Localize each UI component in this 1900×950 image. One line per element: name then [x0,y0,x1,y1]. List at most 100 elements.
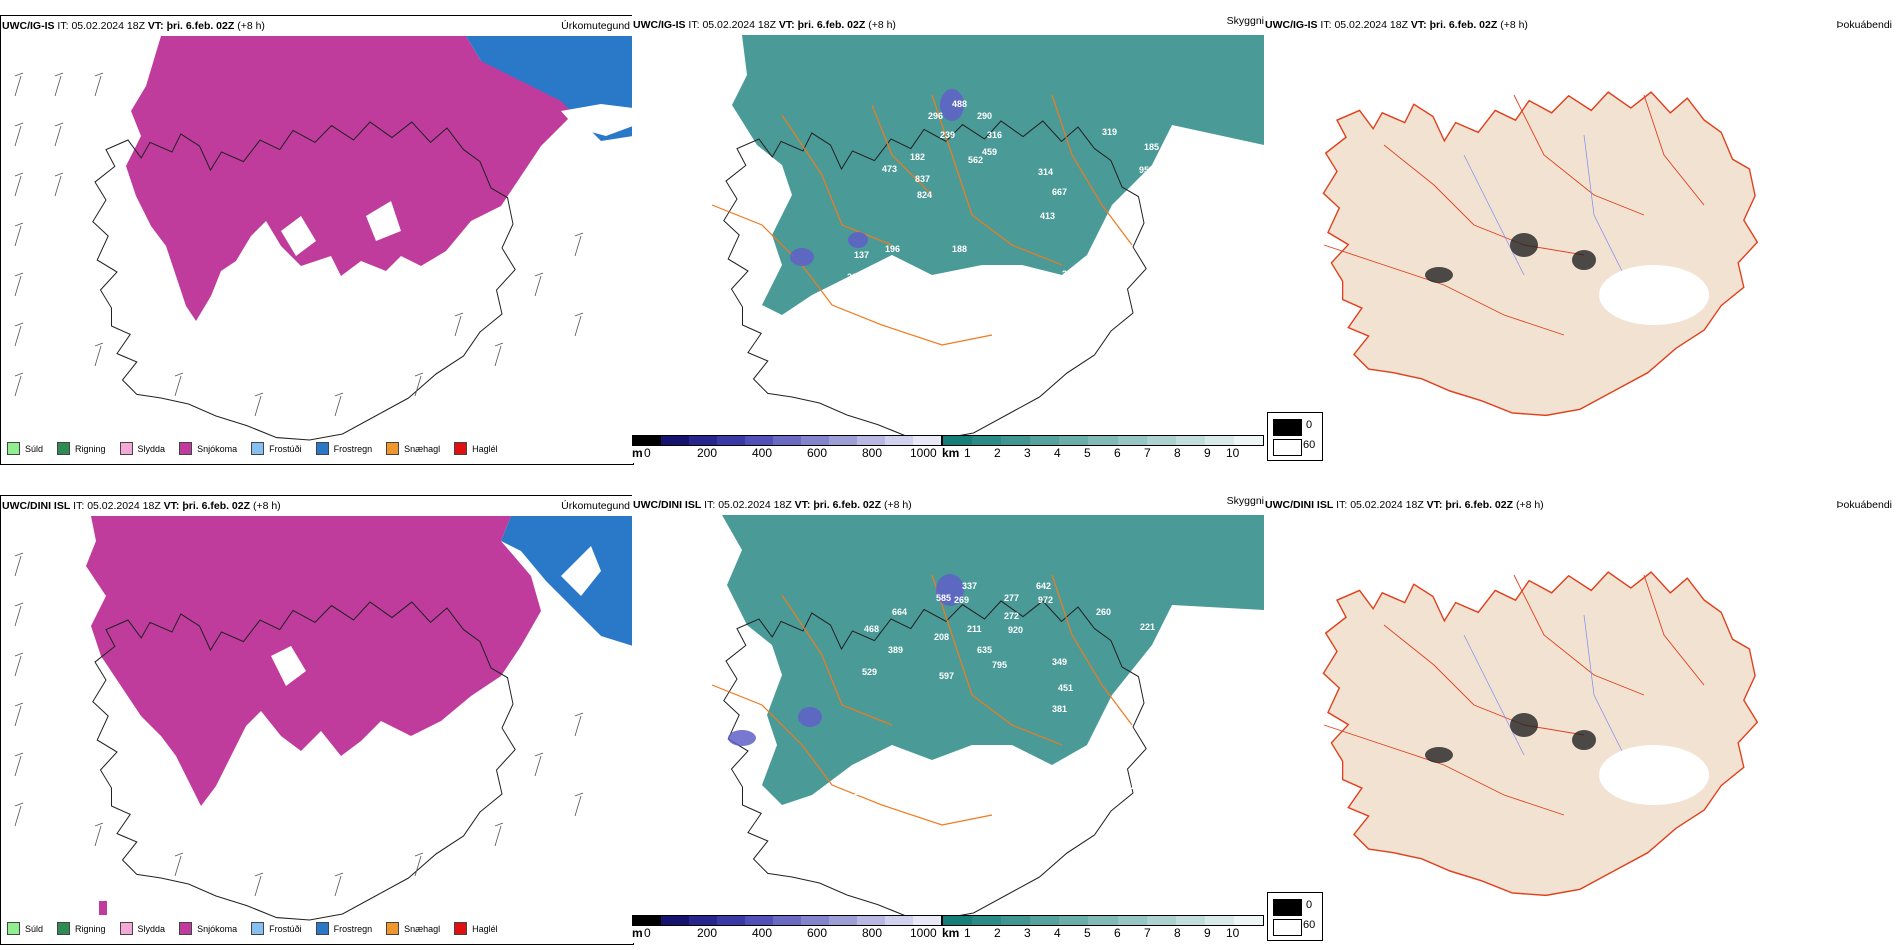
legend-item-slydda: Slydda [119,922,165,935]
cloud-base-label: 972 [1038,595,1053,605]
cloud-base-label: 196 [885,244,900,254]
legend-item-frostudi: Frostúði [251,922,302,935]
cloud-base-label: 260 [1096,607,1111,617]
legend-item-snaehagl: Snæhagl [386,922,440,935]
legend-item-snjokoma: Snjókoma [179,442,237,455]
cloud-base-label: 667 [1052,187,1067,197]
cloud-base-label: 562 [968,155,983,165]
precip-panel-row1: UWC/IG-IS IT: 05.02.2024 18Z VT: þri. 6.… [0,15,634,465]
cloud-base-label: 208 [934,632,949,642]
cloud-base-label: 316 [987,130,1002,140]
cloud-base-label: 824 [917,190,932,200]
cloud-base-label: 208 [847,272,862,282]
cloud-base-label: 920 [1008,625,1023,635]
cloud-base-label: 261 [1022,269,1037,279]
fog-legend-row2: 0 60 [1267,892,1323,941]
cloud-base-label: 141 [894,754,909,764]
cloud-base-label: 221 [1140,622,1155,632]
precip-legend-row2: Súld Rigning Slydda Snjókoma Frostúði Fr… [7,922,512,935]
cloud-base-label: 529 [862,667,877,677]
legend-item-sudd: Súld [7,922,43,935]
cloud-base-label: 137 [854,250,869,260]
cloud-base-label: 185 [1144,142,1159,152]
cloud-base-label: 642 [1036,581,1051,591]
cloud-base-label: 207 [940,758,955,768]
fog-title-row2: Þokuábendi [1836,499,1892,511]
cloud-base-label: 795 [992,660,1007,670]
fog-header-row2: UWC/DINI ISL IT: 05.02.2024 18Z VT: þri.… [1265,499,1544,511]
precip-header-row1: UWC/IG-IS IT: 05.02.2024 18Z VT: þri. 6.… [2,20,265,32]
cloud-base-label: 489 [828,842,843,852]
legend-item-haglel: Haglél [454,442,498,455]
cloud-base-label: 925 [1126,781,1141,791]
cloud-base-label: 277 [1004,593,1019,603]
cloud-base-label: 381 [1052,704,1067,714]
cloud-base-label: 182 [910,152,925,162]
cloud-base-label: 635 [977,645,992,655]
cloud-base-label: 320 [817,309,832,319]
cloud-base-label: 97 [1112,269,1122,279]
cloud-base-label: 296 [928,111,943,121]
legend-item-slydda: Slydda [119,442,165,455]
fog-map-row2 [1322,571,1759,897]
cloud-title-row1: Skyggni [1226,15,1264,27]
cloud-base-label: 468 [864,624,879,634]
cloud-panel-row1: 488 296 290 239 316 182 562 459 319 185 473 837 314 9… [632,15,1264,463]
cloud-base-label: 211 [967,624,982,634]
cloud-base-label: 302 [1062,269,1077,279]
precip-header-row2: UWC/DINI ISL IT: 05.02.2024 18Z VT: þri.… [2,500,281,512]
fog-title-row1: Þokuábendi [1836,19,1892,31]
cloud-base-label: 319 [1102,127,1117,137]
cloud-base-label: 413 [1040,211,1055,221]
precip-legend-row1: Súld Rigning Slydda Snjókoma Frostúði Fr… [7,442,512,455]
cloud-base-label: 228 [1064,781,1079,791]
visibility-colorbar-row1: km 1 2 3 4 5 6 7 8 9 10 [942,435,1264,463]
cloud-base-label: 112 [872,758,887,768]
cloud-base-label: 290 [977,111,992,121]
legend-item-haglel: Haglél [454,922,498,935]
cloud-base-label: 585 [936,593,951,603]
legend-item-rigning: Rigning [57,922,106,935]
cloud-base-label: 473 [882,164,897,174]
legend-item-snaehagl: Snæhagl [386,442,440,455]
cloud-title-row2: Skyggni [1226,495,1264,507]
legend-item-frostregn: Frostregn [315,442,372,455]
cloud-panel-row2: 337 642 585 277 269 972 664 272 260 468 211 920 221 2… [632,495,1264,943]
cloud-base-label: 488 [952,99,967,109]
cloud-header-row1: UWC/IG-IS IT: 05.02.2024 18Z VT: þri. 6.… [633,19,896,31]
cloud-base-label: 480 [874,304,889,314]
cloud-base-label: 349 [1052,657,1067,667]
cloud-map-row2: 337 642 585 277 269 972 664 272 260 468 211 920 221 2… [711,515,1264,920]
cloud-base-label: 269 [954,595,969,605]
ceiling-colorbar-row1: m 0 200 400 600 800 1000 [632,435,942,463]
cloud-base-label: 337 [962,581,977,591]
precip-map-row2 [14,516,633,921]
legend-item-snjokoma: Snjókoma [179,922,237,935]
legend-item-sudd: Súld [7,442,43,455]
cloud-base-label: 451 [1058,683,1073,693]
legend-item-frostudi: Frostúði [251,442,302,455]
precip-title-row2: Úrkomutegund [561,500,630,512]
cloud-base-label: 365 [1112,764,1127,774]
cloud-base-label: 188 [952,244,967,254]
cloud-base-label: 597 [939,671,954,681]
fog-panel-row1: UWC/IG-IS IT: 05.02.2024 18Z VT: þri. 6.… [1264,15,1900,463]
visibility-colorbar-row2: km 1 2 3 4 5 6 7 8 9 10 [942,915,1264,943]
fog-legend-row1: 0 60 [1267,412,1323,461]
cloud-base-label: 336 [1004,774,1019,784]
precip-title-row1: Úrkomutegund [561,20,630,32]
legend-item-frostregn: Frostregn [315,922,372,935]
cloud-base-label: 143 [854,787,869,797]
precip-panel-row2: UWC/DINI ISL IT: 05.02.2024 18Z VT: þri.… [0,495,634,945]
fog-map-row1 [1322,91,1759,417]
precip-map-row1 [14,36,633,441]
legend-item-rigning: Rigning [57,442,106,455]
cloud-base-label: 239 [940,130,955,140]
cloud-base-label: 389 [888,645,903,655]
cloud-base-label: 459 [982,147,997,157]
cloud-base-label: 314 [1038,167,1053,177]
cloud-base-label: 199 [1028,781,1043,791]
cloud-base-label: 958 [1139,165,1154,175]
cloud-base-label: 664 [892,607,907,617]
